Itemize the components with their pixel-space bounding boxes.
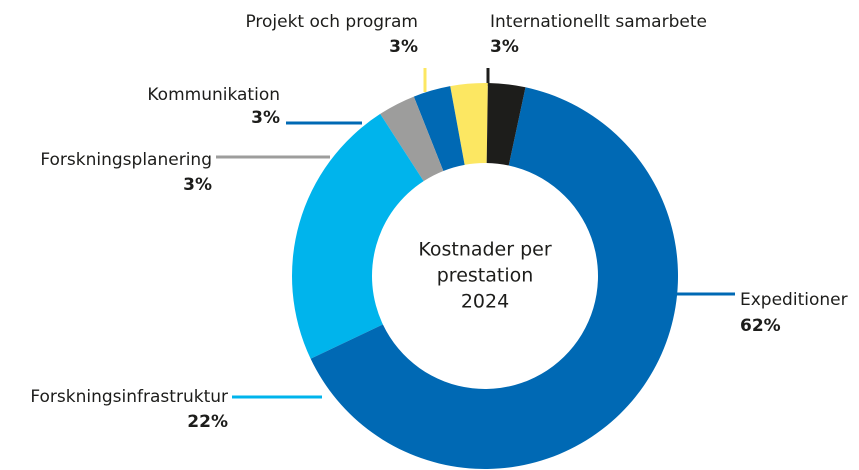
category-label: Expeditioner — [740, 290, 848, 310]
center-label: 2024 — [461, 291, 509, 313]
donut-slice — [486, 83, 526, 166]
donut-slice — [450, 83, 488, 165]
category-label: Forskningsinfrastruktur — [30, 387, 228, 407]
donut-slice — [413, 86, 465, 171]
value-label: 3% — [251, 108, 280, 128]
donut-slice — [380, 96, 444, 182]
value-label: 3% — [389, 37, 418, 57]
donut-slice — [292, 113, 424, 359]
category-label: Forskningsplanering — [40, 150, 212, 170]
center-label: Kostnader per — [418, 239, 552, 261]
value-label: 62% — [740, 316, 781, 336]
value-label: 3% — [183, 175, 212, 195]
center-label: prestation — [437, 265, 534, 287]
value-label: 3% — [490, 37, 519, 57]
donut-slice — [310, 87, 679, 470]
category-label: Internationellt samarbete — [490, 12, 707, 32]
category-label: Projekt och program — [245, 12, 418, 32]
category-label: Kommunikation — [147, 85, 280, 105]
value-label: 22% — [187, 412, 228, 432]
